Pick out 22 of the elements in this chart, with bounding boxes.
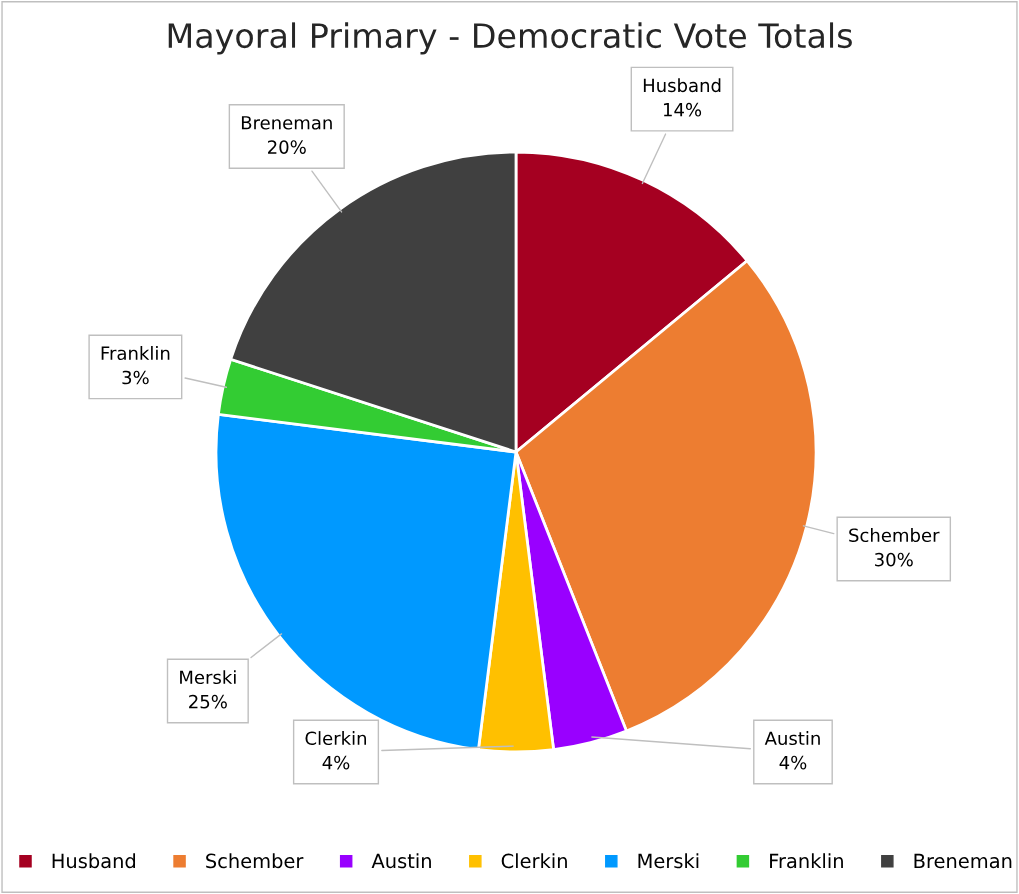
data-label: 14% [663, 102, 702, 117]
legend-label: Schember [206, 853, 304, 869]
data-label: 4% [779, 755, 807, 770]
data-label: 30% [875, 552, 913, 567]
legend-label: Clerkin [501, 853, 567, 869]
data-label: 20% [268, 140, 306, 154]
legend-label: Franklin [770, 853, 843, 869]
slice-label: Franklin [101, 346, 170, 360]
data-label: 3% [122, 370, 149, 385]
legend-label: Breneman [914, 853, 1012, 869]
chart-title: Mayoral Primary - Democratic Vote Totals [168, 22, 852, 55]
slice-label: Breneman [241, 116, 332, 130]
legend-label: Merski [638, 853, 699, 869]
data-label: 25% [189, 694, 227, 709]
data-label: 4% [322, 755, 350, 770]
slice-label: Clerkin [305, 731, 366, 746]
slice-label: Merski [180, 670, 236, 685]
slice-label: Austin [764, 731, 820, 746]
legend-label: Husband [52, 853, 136, 869]
slice-label: Husband [643, 78, 721, 93]
slice-label: Schember [849, 528, 940, 543]
legend-label: Austin [371, 853, 431, 869]
